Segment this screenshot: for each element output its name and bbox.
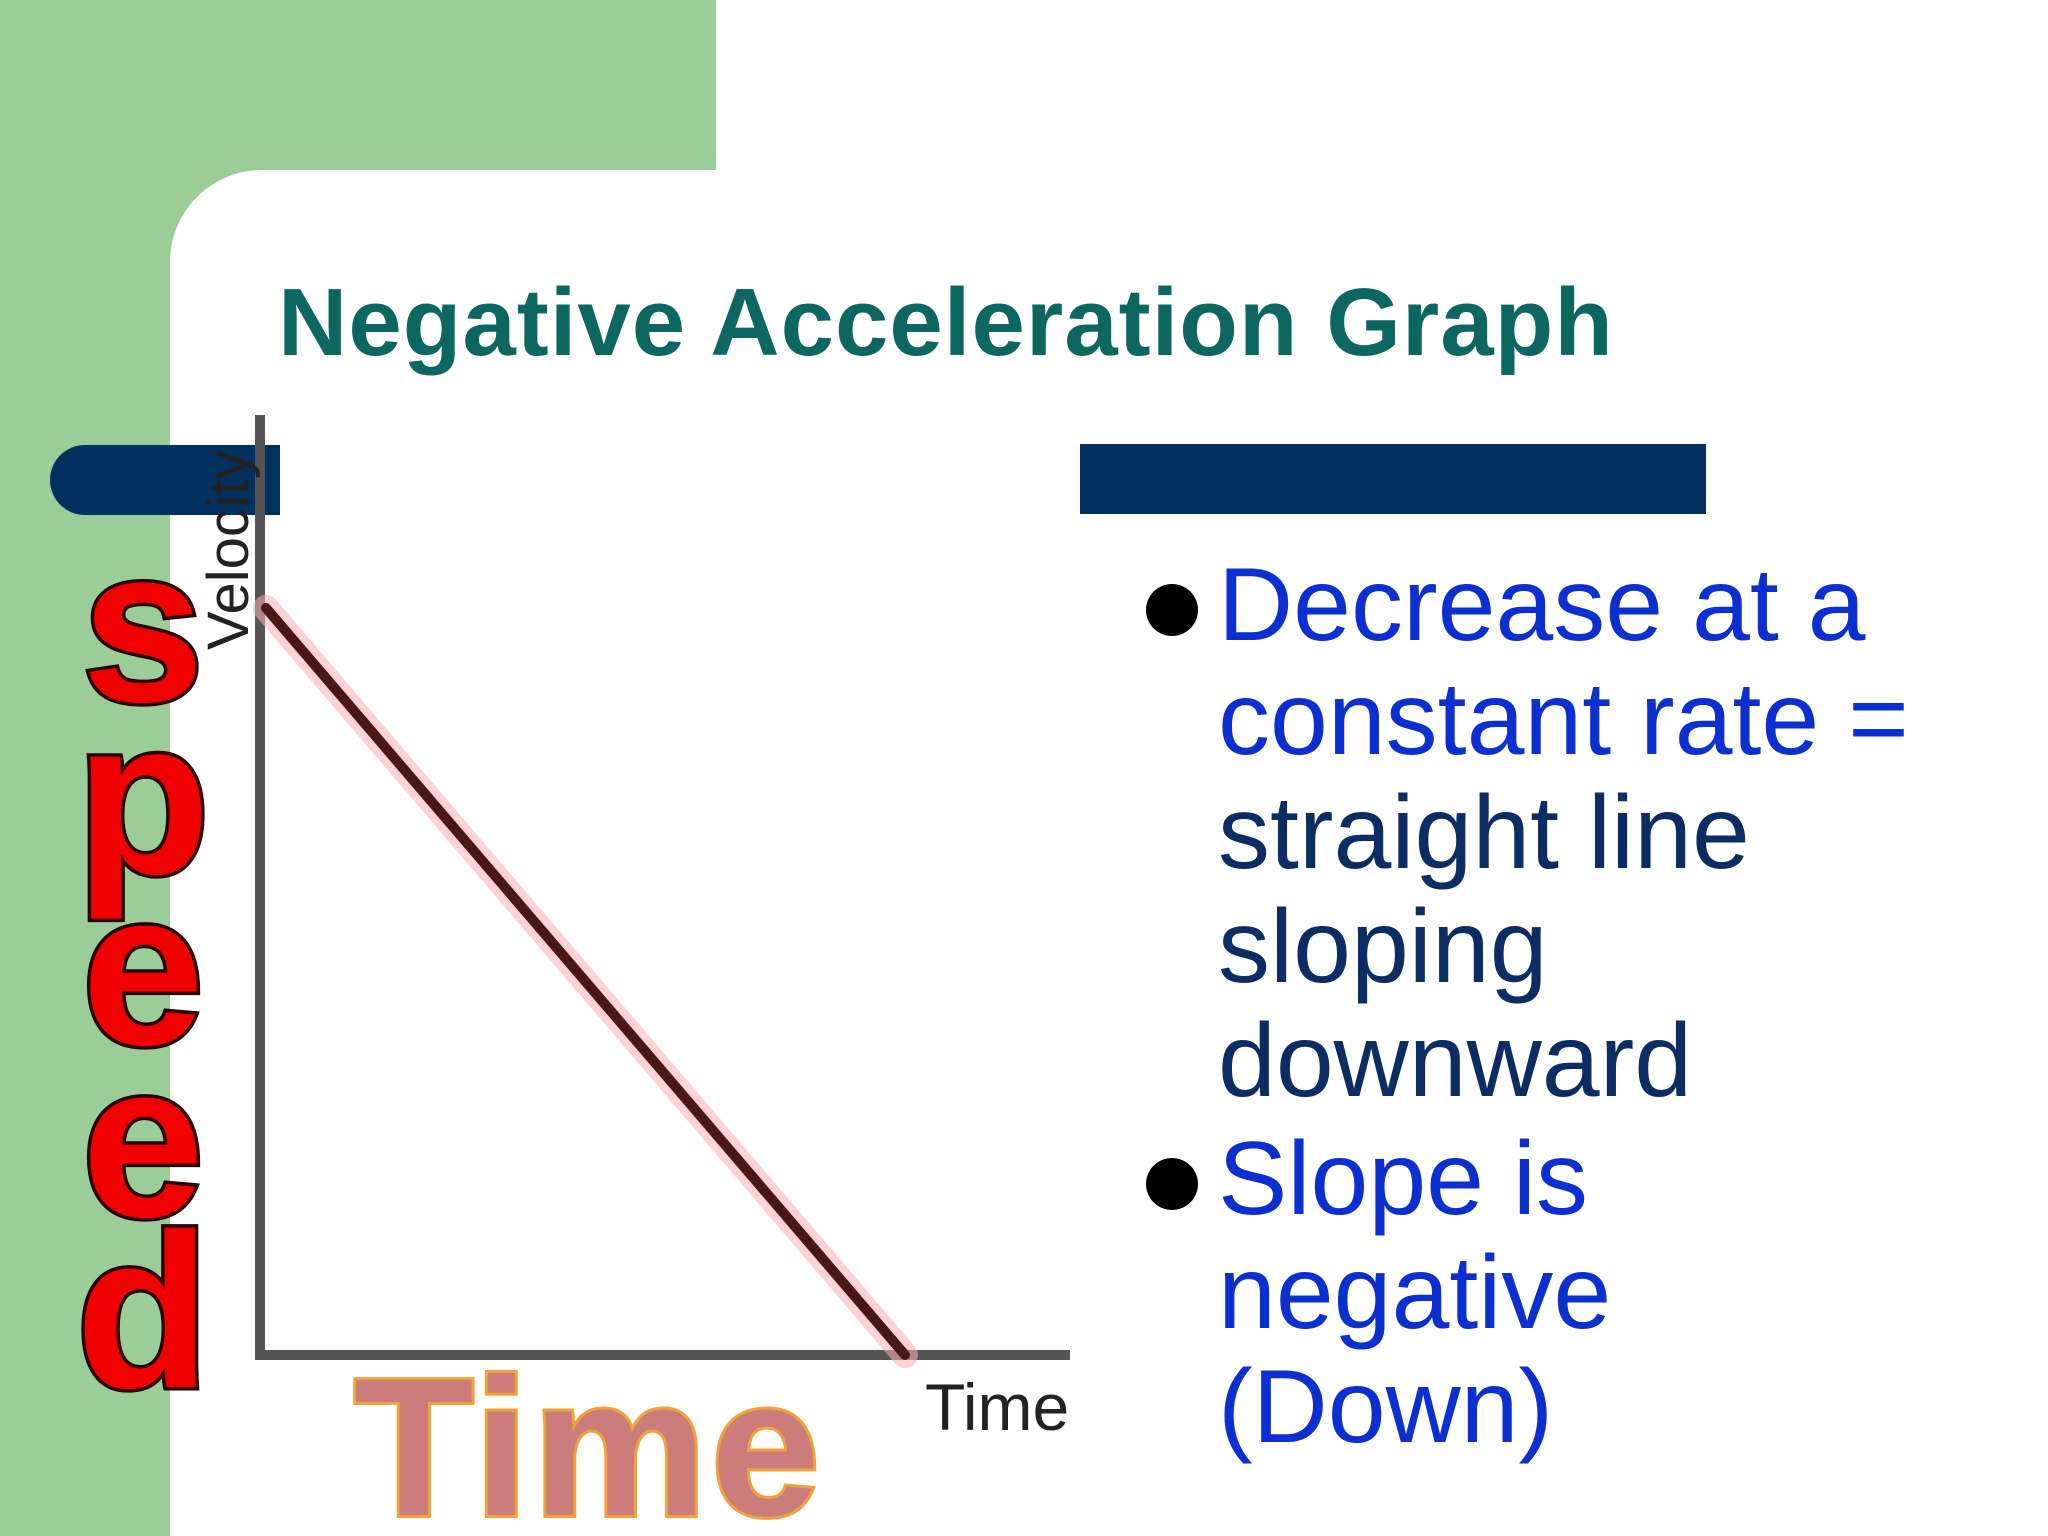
bullet-line: sloping xyxy=(1218,889,1548,1005)
time-wordart: Time xyxy=(351,1338,824,1536)
bullet-list: Decrease at a constant rate = straight l… xyxy=(1140,548,2030,1468)
velocity-time-graph: Velocity Time xyxy=(196,415,1070,1444)
speed-letter: p xyxy=(72,673,213,920)
bullet-line: Slope is xyxy=(1218,1121,1588,1237)
speed-letter: s xyxy=(78,502,207,748)
bullet-dot-icon xyxy=(1146,1158,1198,1210)
bullet-item: Slope is negative (Down) xyxy=(1140,1122,2030,1464)
speed-letter: e xyxy=(78,845,207,1092)
bullet-dot-icon xyxy=(1146,584,1198,636)
bullet-line: Decrease at a xyxy=(1218,547,1866,663)
left-navy-accent xyxy=(50,445,280,515)
bullet-item: Decrease at a constant rate = straight l… xyxy=(1140,548,2030,1118)
bullet-line: downward xyxy=(1218,1003,1693,1119)
bullet-line: straight line xyxy=(1218,775,1750,891)
slide-title: Negative Acceleration Graph xyxy=(278,269,1614,376)
y-axis-label: Velocity xyxy=(196,450,261,650)
bullet-line: constant rate = xyxy=(1218,661,1909,777)
right-navy-accent-bar xyxy=(1080,444,1706,514)
negative-slope-line xyxy=(261,603,910,1360)
bullet-line: negative xyxy=(1218,1235,1612,1351)
bullet-line: (Down) xyxy=(1218,1349,1554,1465)
x-axis-label: Time xyxy=(925,1370,1069,1444)
speed-letter: e xyxy=(78,1016,207,1263)
speed-letter: d xyxy=(72,1188,213,1435)
